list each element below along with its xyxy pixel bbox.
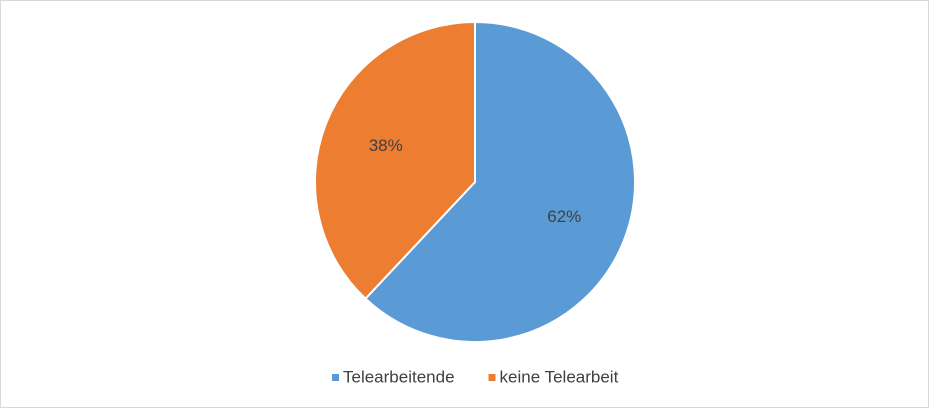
legend-swatch	[332, 374, 339, 381]
legend-label: keine Telearbeit	[500, 367, 619, 386]
pie-slice	[314, 20, 476, 301]
data-label: 38%	[369, 136, 403, 155]
legend-label: Telearbeitende	[343, 367, 455, 386]
pie-slice	[364, 20, 636, 343]
data-label: 62%	[547, 207, 581, 226]
legend-swatch	[488, 374, 496, 381]
